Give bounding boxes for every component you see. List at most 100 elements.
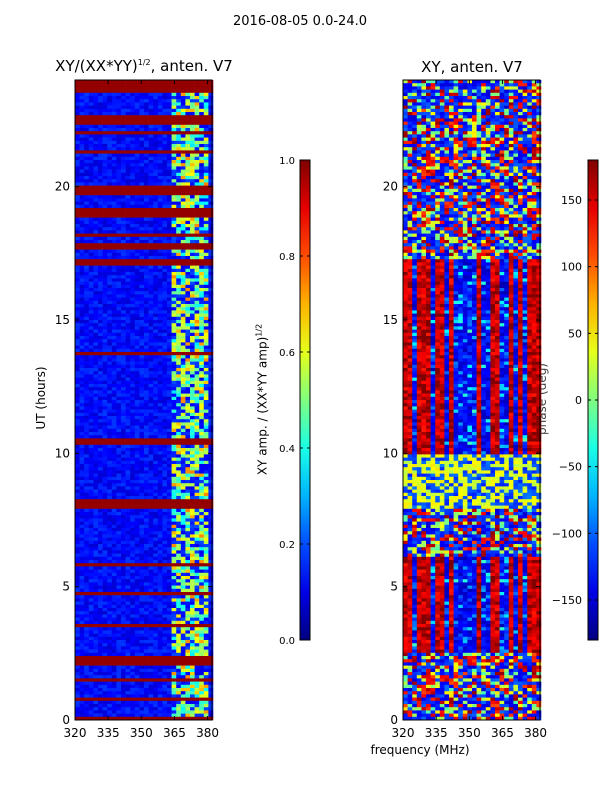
panel1-cell [199, 176, 205, 180]
panel1-cell [84, 195, 90, 199]
panel1-cell [84, 595, 90, 599]
panel1-cell [125, 288, 131, 292]
panel1-cell [203, 332, 209, 337]
panel1-cell [125, 457, 131, 462]
panel1-cell [121, 166, 126, 170]
panel1-cell [167, 592, 172, 596]
panel1-cell [125, 262, 131, 266]
panel1-cell [102, 550, 108, 554]
panel1-cell [111, 320, 117, 324]
panel1-cell [75, 550, 80, 554]
panel1-cell [162, 368, 168, 372]
panel1-cell [167, 390, 172, 394]
panel1-cell [199, 505, 205, 510]
panel1-cell [88, 224, 94, 228]
panel1-cell [125, 400, 131, 404]
panel1-cell [130, 537, 136, 542]
panel1-cell [194, 329, 200, 334]
panel1-cell [199, 384, 205, 388]
panel1-cell [167, 473, 172, 478]
panel1-cell [167, 576, 172, 580]
panel1-cell [107, 486, 113, 490]
panel1-cell [199, 470, 205, 474]
panel1-cell [88, 550, 94, 554]
panel1-cell [111, 182, 117, 186]
panel1-cell [176, 403, 182, 407]
panel1-cell [153, 118, 159, 122]
panel1-cell [208, 275, 214, 279]
panel1-cell [167, 208, 172, 212]
panel1-cell [148, 332, 154, 337]
panel1-cell [190, 572, 195, 577]
panel1-cell [185, 80, 191, 84]
panel1-cell [148, 476, 154, 481]
panel1-cell [180, 422, 186, 426]
panel1-cell [167, 361, 172, 366]
panel1-cell [153, 496, 159, 500]
panel1-cell [190, 566, 195, 570]
panel1-cell [107, 323, 113, 327]
panel1-cell [171, 451, 177, 455]
panel1-cell [79, 585, 85, 590]
panel1-cell [190, 553, 195, 558]
panel1-cell [88, 192, 94, 196]
panel1-cell [153, 572, 159, 577]
panel1-cell [116, 275, 122, 279]
panel1-cell [180, 281, 186, 286]
panel1-cell [98, 384, 103, 388]
panel1-cell [98, 467, 103, 471]
panel1-cell [107, 579, 113, 583]
panel1-cell [98, 393, 103, 398]
panel1-cell [153, 268, 159, 273]
panel1-cell [130, 518, 136, 522]
panel1-cell [93, 227, 99, 231]
panel1-cell [88, 451, 94, 455]
panel1-cell [167, 425, 172, 430]
panel1-cell [116, 297, 122, 302]
panel1-cell [102, 460, 108, 465]
panel1-cell [125, 284, 131, 289]
panel1-cell [102, 582, 108, 586]
panel1-cell [134, 342, 140, 346]
panel1-cell [93, 585, 99, 590]
panel1-cell [162, 358, 168, 362]
panel1-cell [116, 403, 122, 407]
panel1-cell [157, 604, 163, 609]
panel1-cell [125, 160, 131, 164]
panel1-cell [88, 214, 94, 218]
panel1-cell [134, 604, 140, 609]
panel1-cell [203, 374, 209, 378]
panel1-cell [167, 217, 172, 222]
panel1-cell [102, 259, 108, 263]
panel1-cell [139, 457, 145, 462]
panel1-cell [199, 249, 205, 254]
panel1-cell [203, 406, 209, 410]
panel1-cell [121, 294, 126, 298]
panel1-cell [203, 377, 209, 382]
panel1-cell [180, 390, 186, 394]
panel1-cell [194, 550, 200, 554]
panel1-cell [203, 560, 209, 564]
panel1-cell [88, 400, 94, 404]
panel1-cell [148, 585, 154, 590]
panel1-cell [171, 288, 177, 292]
panel1-cell [98, 409, 103, 414]
panel1-cell [98, 489, 103, 494]
panel1-cell [102, 326, 108, 330]
panel1-cell [139, 166, 145, 170]
panel1-cell [75, 99, 80, 103]
panel1-cell [190, 195, 195, 199]
panel1-cell [153, 121, 159, 126]
panel1-cell [194, 374, 200, 378]
panel1-cell [116, 352, 122, 356]
panel1-cell [176, 540, 182, 545]
panel1-cell [148, 496, 154, 500]
panel1-cell [190, 521, 195, 526]
panel1-cell [203, 604, 209, 609]
panel1-cell [208, 492, 214, 497]
panel1-cell [139, 608, 145, 612]
panel1-cell [203, 396, 209, 401]
panel1-cell [148, 544, 154, 548]
panel1-cell [102, 444, 108, 449]
panel1-cell [167, 400, 172, 404]
